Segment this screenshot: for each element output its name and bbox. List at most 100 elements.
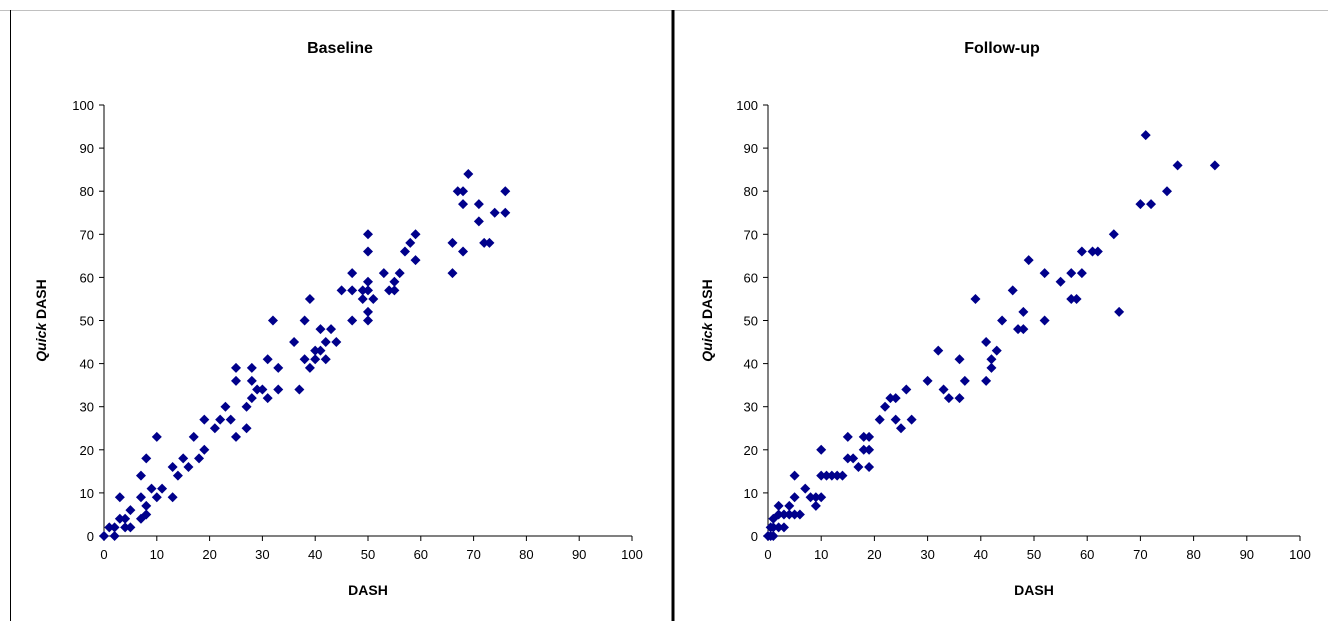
data-point: [922, 375, 933, 386]
data-point: [1114, 306, 1125, 317]
data-point: [1039, 315, 1050, 326]
y-tick-label: 60: [80, 270, 94, 285]
data-point: [858, 444, 869, 455]
data-point: [363, 229, 373, 240]
data-point: [273, 384, 284, 395]
data-point: [310, 345, 321, 356]
data-point: [315, 324, 326, 335]
x-axis-title: DASH: [348, 582, 388, 598]
data-point: [267, 315, 278, 326]
data-point: [273, 362, 284, 373]
data-point: [826, 470, 837, 481]
data-point: [997, 315, 1008, 326]
data-point: [141, 509, 152, 520]
data-point: [768, 522, 779, 533]
data-point: [257, 384, 268, 395]
data-point: [183, 462, 194, 473]
data-point: [194, 453, 205, 464]
data-point: [199, 444, 210, 455]
data-point: [1209, 160, 1220, 171]
data-point: [320, 354, 331, 365]
x-tick-label: 20: [202, 547, 216, 562]
y-tick-label: 40: [80, 357, 94, 372]
data-point: [853, 462, 864, 473]
data-point: [252, 384, 263, 395]
data-point: [901, 384, 912, 395]
data-point: [810, 492, 821, 503]
data-point: [135, 470, 146, 481]
data-point: [289, 337, 300, 348]
data-point: [188, 431, 199, 442]
data-point: [246, 393, 257, 404]
data-point: [832, 470, 843, 481]
y-tick-label: 90: [744, 141, 758, 156]
data-point: [789, 492, 800, 503]
data-point: [1066, 293, 1077, 304]
data-point: [231, 431, 241, 442]
data-point: [114, 492, 125, 503]
chart-title: Follow-up: [964, 40, 1040, 57]
data-point: [384, 285, 395, 296]
data-point: [800, 483, 811, 494]
data-point: [347, 315, 358, 326]
data-point: [231, 362, 241, 373]
y-tick-label: 90: [80, 141, 94, 156]
data-point: [805, 492, 816, 503]
y-tick-label: 40: [744, 357, 758, 372]
data-point: [463, 168, 474, 179]
x-tick-label: 70: [1133, 547, 1147, 562]
x-axis-title: DASH: [1014, 582, 1054, 598]
data-point: [246, 375, 257, 386]
data-point: [479, 237, 490, 248]
data-point: [452, 186, 463, 197]
x-tick-label: 60: [414, 547, 428, 562]
data-point: [363, 276, 373, 287]
data-point: [151, 492, 162, 503]
data-point: [199, 414, 210, 425]
data-point: [1108, 229, 1119, 240]
data-point: [447, 237, 458, 248]
data-point: [842, 453, 853, 464]
data-point: [326, 324, 337, 335]
y-axis-title: Quick DASH: [699, 279, 715, 361]
data-point: [363, 315, 373, 326]
data-point: [1162, 186, 1172, 197]
data-point: [991, 345, 1002, 356]
data-point: [141, 500, 152, 511]
data-point: [231, 375, 241, 386]
data-point: [458, 186, 469, 197]
data-point: [1140, 130, 1151, 141]
data-point: [120, 513, 131, 524]
data-point: [768, 531, 779, 541]
x-tick-label: 60: [1080, 547, 1094, 562]
data-point: [347, 268, 358, 279]
y-tick-label: 100: [736, 98, 758, 113]
y-tick-label: 30: [744, 400, 758, 415]
follow-up-scatter-chart: Follow-up 0 10 20 30 40 50 60 70 80 90 100 0 10 20 30 40…: [699, 40, 1311, 598]
data-point: [104, 522, 115, 533]
data-point: [167, 492, 178, 503]
data-point: [458, 199, 469, 210]
data-point: [109, 522, 120, 533]
data-point: [114, 513, 125, 524]
data-point: [880, 401, 891, 412]
x-tick-label: 80: [1186, 547, 1200, 562]
x-tick-label: 0: [764, 547, 771, 562]
data-point: [933, 345, 944, 356]
data-point: [473, 199, 484, 210]
data-point: [1071, 293, 1082, 304]
y-tick-label: 20: [744, 443, 758, 458]
data-point: [778, 509, 789, 520]
data-point: [837, 470, 848, 481]
x-tick-label: 40: [974, 547, 988, 562]
x-tick-label: 10: [150, 547, 164, 562]
data-point: [299, 354, 310, 365]
data-point: [120, 522, 131, 533]
y-tick-label: 10: [80, 486, 94, 501]
data-point: [816, 492, 827, 503]
data-point: [954, 393, 965, 404]
data-point: [773, 500, 784, 511]
data-point: [1023, 255, 1034, 266]
y-tick-label: 60: [744, 270, 758, 285]
data-point: [125, 522, 136, 533]
